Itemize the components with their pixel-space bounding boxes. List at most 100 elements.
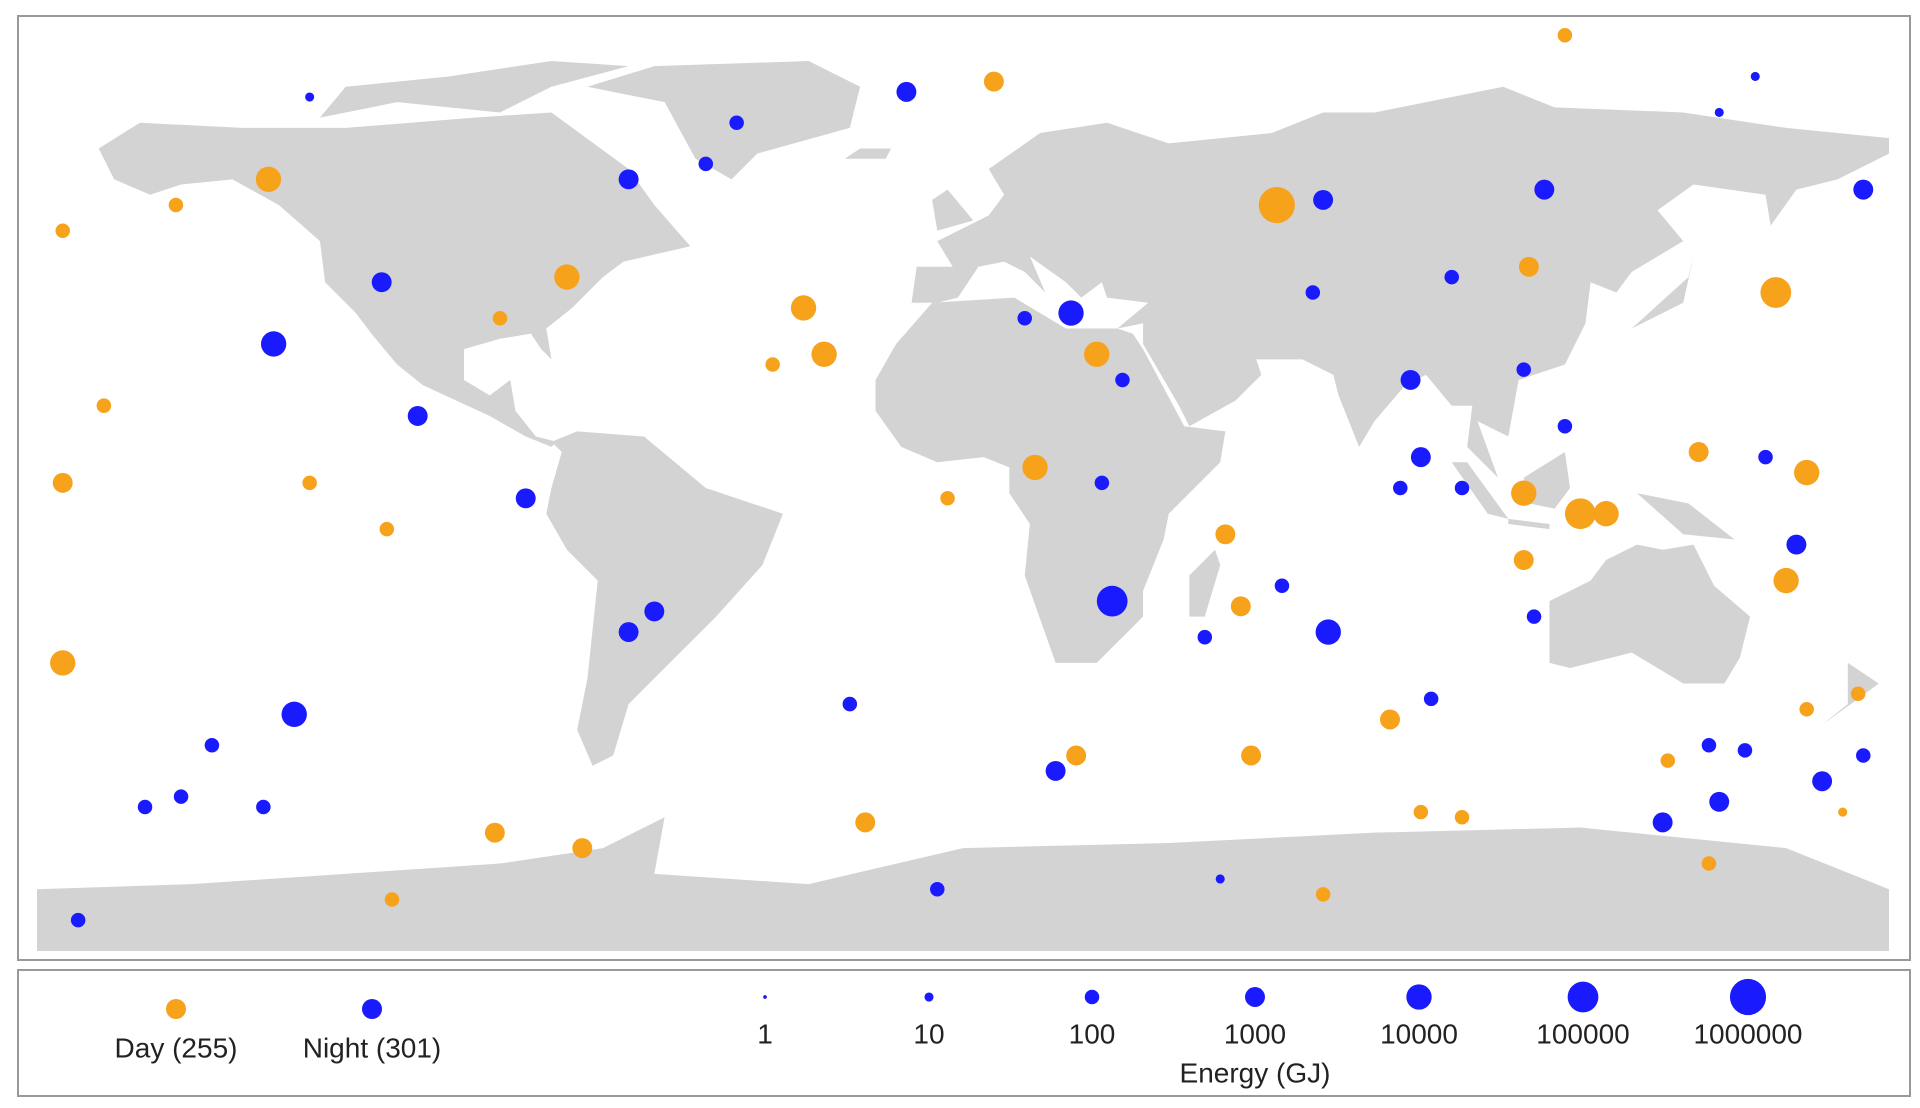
bubble <box>1799 701 1814 717</box>
bubble <box>1444 269 1459 285</box>
madagascar <box>1189 549 1221 617</box>
bubble <box>1856 748 1871 763</box>
legend: Day (255) Night (301) 1 10 100 1000 10000 10000… <box>115 978 1803 1088</box>
bubble <box>484 822 505 843</box>
bubble <box>1850 686 1866 702</box>
bubble <box>1230 596 1251 617</box>
size-legend-label: 100000 <box>1536 1018 1629 1049</box>
new-guinea <box>1636 493 1735 540</box>
bubble <box>70 912 86 928</box>
bubble <box>1258 186 1295 224</box>
greenland <box>587 61 861 180</box>
bubble <box>492 310 508 326</box>
antarctica <box>37 817 1889 951</box>
bubble <box>1315 619 1341 645</box>
legend-marker <box>362 999 382 1019</box>
bubble <box>1652 812 1673 833</box>
bubble <box>1750 71 1760 81</box>
bubble <box>1688 442 1709 462</box>
bubble <box>1526 609 1542 624</box>
bubble <box>1313 189 1334 210</box>
bubble <box>1557 28 1573 43</box>
size-legend-label: 1000 <box>1224 1018 1286 1049</box>
bubble <box>983 71 1004 92</box>
bubble <box>1274 578 1290 594</box>
sumatra <box>1451 462 1509 519</box>
size-legend-title: Energy (GJ) <box>1180 1057 1331 1088</box>
java <box>1508 518 1550 530</box>
bubble <box>256 799 271 815</box>
size-legend-label: 10 <box>913 1018 944 1049</box>
bubble <box>1564 498 1596 530</box>
bubble <box>1838 807 1848 817</box>
bubble <box>50 650 76 676</box>
bubble <box>305 92 315 102</box>
legend-label: Day (255) <box>115 1032 238 1063</box>
bubble <box>96 398 112 413</box>
bubble <box>729 115 744 131</box>
bubble <box>1305 285 1321 300</box>
bubble <box>1714 107 1724 118</box>
bubble <box>572 838 593 859</box>
size-legend-label: 1 <box>757 1018 773 1049</box>
land <box>37 61 1889 951</box>
bubble <box>1215 524 1236 545</box>
bubble <box>855 812 876 833</box>
bubble <box>1315 887 1331 902</box>
bubble <box>765 357 780 372</box>
bubble <box>55 223 70 239</box>
bubble <box>698 156 714 172</box>
iceland <box>844 148 891 159</box>
bubble <box>1853 179 1874 200</box>
size-legend-marker <box>1567 981 1599 1013</box>
bubble <box>1786 534 1807 555</box>
bubble <box>1066 745 1087 766</box>
bubbles <box>50 28 1874 928</box>
bubble <box>842 696 858 712</box>
bubble <box>1794 459 1820 486</box>
bubble <box>1812 771 1833 792</box>
bubble <box>1511 480 1537 506</box>
britain <box>932 189 974 231</box>
bubble <box>255 166 282 193</box>
bubble <box>1737 743 1753 758</box>
bubble <box>811 341 837 367</box>
bubble <box>173 789 189 804</box>
legend-marker <box>166 999 186 1019</box>
bubble <box>204 737 220 753</box>
bubble <box>281 701 307 728</box>
eurasia <box>911 86 1889 478</box>
bubble <box>1516 362 1532 377</box>
bubble <box>896 81 917 102</box>
bubble <box>1660 753 1676 768</box>
bubble <box>1534 179 1555 200</box>
size-legend-marker <box>763 995 767 999</box>
bubble <box>1593 501 1619 527</box>
bubble <box>1045 760 1066 781</box>
size-legend-marker <box>1406 984 1432 1010</box>
bubble <box>1241 745 1262 766</box>
bubble <box>1215 874 1225 884</box>
bubble <box>554 264 580 290</box>
australia <box>1549 544 1751 684</box>
bubble <box>618 169 639 190</box>
north-america <box>98 112 691 447</box>
bubble <box>1454 480 1470 496</box>
bubble <box>384 892 400 907</box>
africa <box>875 297 1226 663</box>
map <box>37 28 1889 951</box>
bubble <box>168 197 184 213</box>
bubble <box>1380 709 1400 730</box>
bubble <box>1701 737 1717 753</box>
size-legend-label: 100 <box>1069 1018 1116 1049</box>
bubble <box>1518 256 1539 277</box>
size-legend-label: 1000000 <box>1693 1018 1802 1049</box>
bubble <box>407 406 428 426</box>
bubble <box>1760 277 1792 308</box>
bubble <box>137 799 153 815</box>
bubble <box>371 272 392 293</box>
size-legend-marker <box>1084 989 1100 1005</box>
bubble <box>1400 370 1421 390</box>
